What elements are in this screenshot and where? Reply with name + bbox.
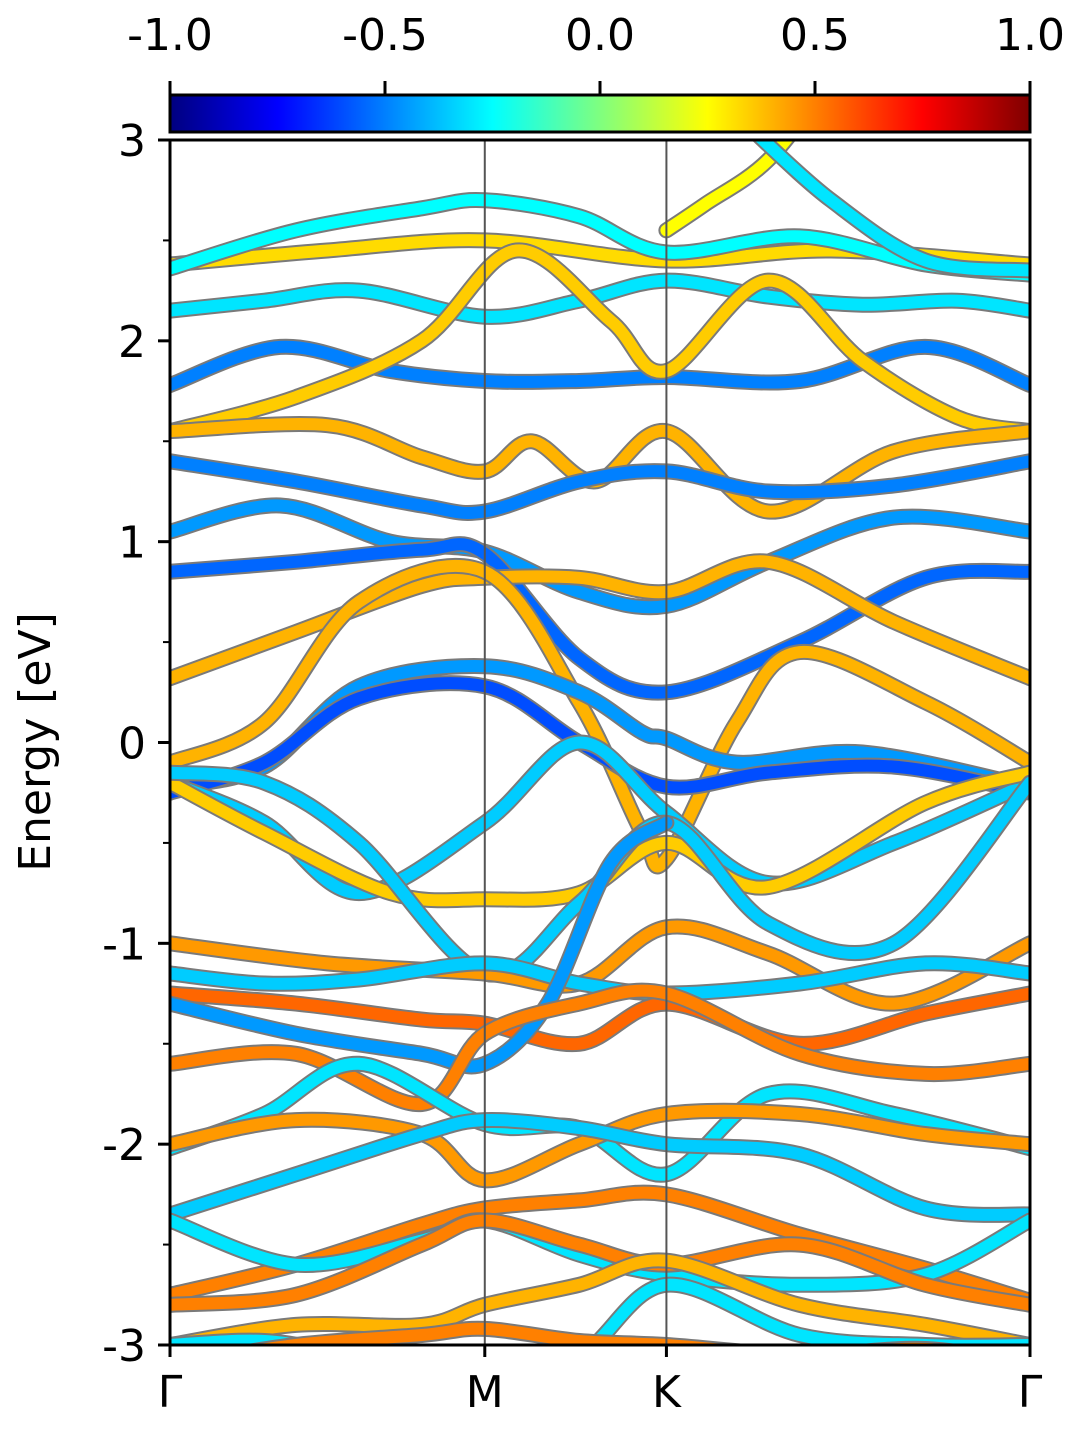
colorbar-gradient	[168, 93, 1032, 134]
band-30	[660, 140, 794, 237]
x-tick-label: M	[466, 1367, 504, 1418]
band-2	[170, 274, 1030, 323]
y-tick-label: 2	[118, 317, 146, 368]
band-25	[170, 1214, 1030, 1291]
band-18	[170, 987, 1030, 1051]
band-4	[170, 244, 1030, 438]
colorbar-tick-label: 1.0	[995, 10, 1065, 61]
x-tick-label: Γ	[158, 1367, 183, 1418]
colorbar-ticks: -1.0 -0.5 0.0 0.5 1.0	[127, 10, 1065, 95]
band-5-outline	[170, 416, 1030, 520]
y-tick-label: -1	[102, 919, 146, 970]
band-9	[170, 555, 1030, 685]
band-1	[170, 194, 1030, 281]
band-8	[170, 538, 1030, 699]
plot-area: -3 -2 -1 0 1 2 3 Γ M K Γ Energy [eV]	[10, 116, 1043, 1418]
y-tick-label: -2	[102, 1120, 146, 1171]
band-6	[170, 455, 1030, 519]
colorbar-tick-label: 0.0	[565, 10, 635, 61]
band-26	[170, 1214, 1030, 1311]
band-31	[754, 140, 1030, 277]
band-27	[170, 1254, 1030, 1345]
y-tick-label: -3	[102, 1321, 146, 1372]
colorbar: -1.0 -0.5 0.0 0.5 1.0	[127, 10, 1065, 134]
band-lines	[170, 140, 1030, 1345]
high-symmetry-lines	[483, 140, 668, 1345]
x-tick-label: Γ	[1018, 1367, 1043, 1418]
y-axis-label: Energy [eV]	[10, 612, 61, 872]
band-5	[170, 418, 1030, 518]
y-tick-label: 1	[118, 518, 146, 569]
band-29	[253, 1322, 950, 1345]
band-19-outline	[170, 814, 675, 1075]
colorbar-tick-label: -0.5	[342, 10, 428, 61]
band-23	[170, 1113, 1030, 1221]
colorbar-tick-label: -1.0	[127, 10, 213, 61]
y-tick-label: 0	[118, 719, 146, 770]
band-17	[170, 957, 1030, 1000]
band-10	[170, 559, 1030, 873]
band-3	[170, 340, 1030, 391]
band-22	[170, 1104, 1030, 1187]
band-7	[170, 499, 1030, 614]
x-tick-label: K	[652, 1367, 682, 1418]
colorbar-tick-label: 0.5	[780, 10, 850, 61]
y-tick-label: 3	[118, 116, 146, 167]
y-axis-ticks: -3 -2 -1 0 1 2 3	[102, 116, 170, 1372]
band-16	[170, 920, 1030, 1010]
